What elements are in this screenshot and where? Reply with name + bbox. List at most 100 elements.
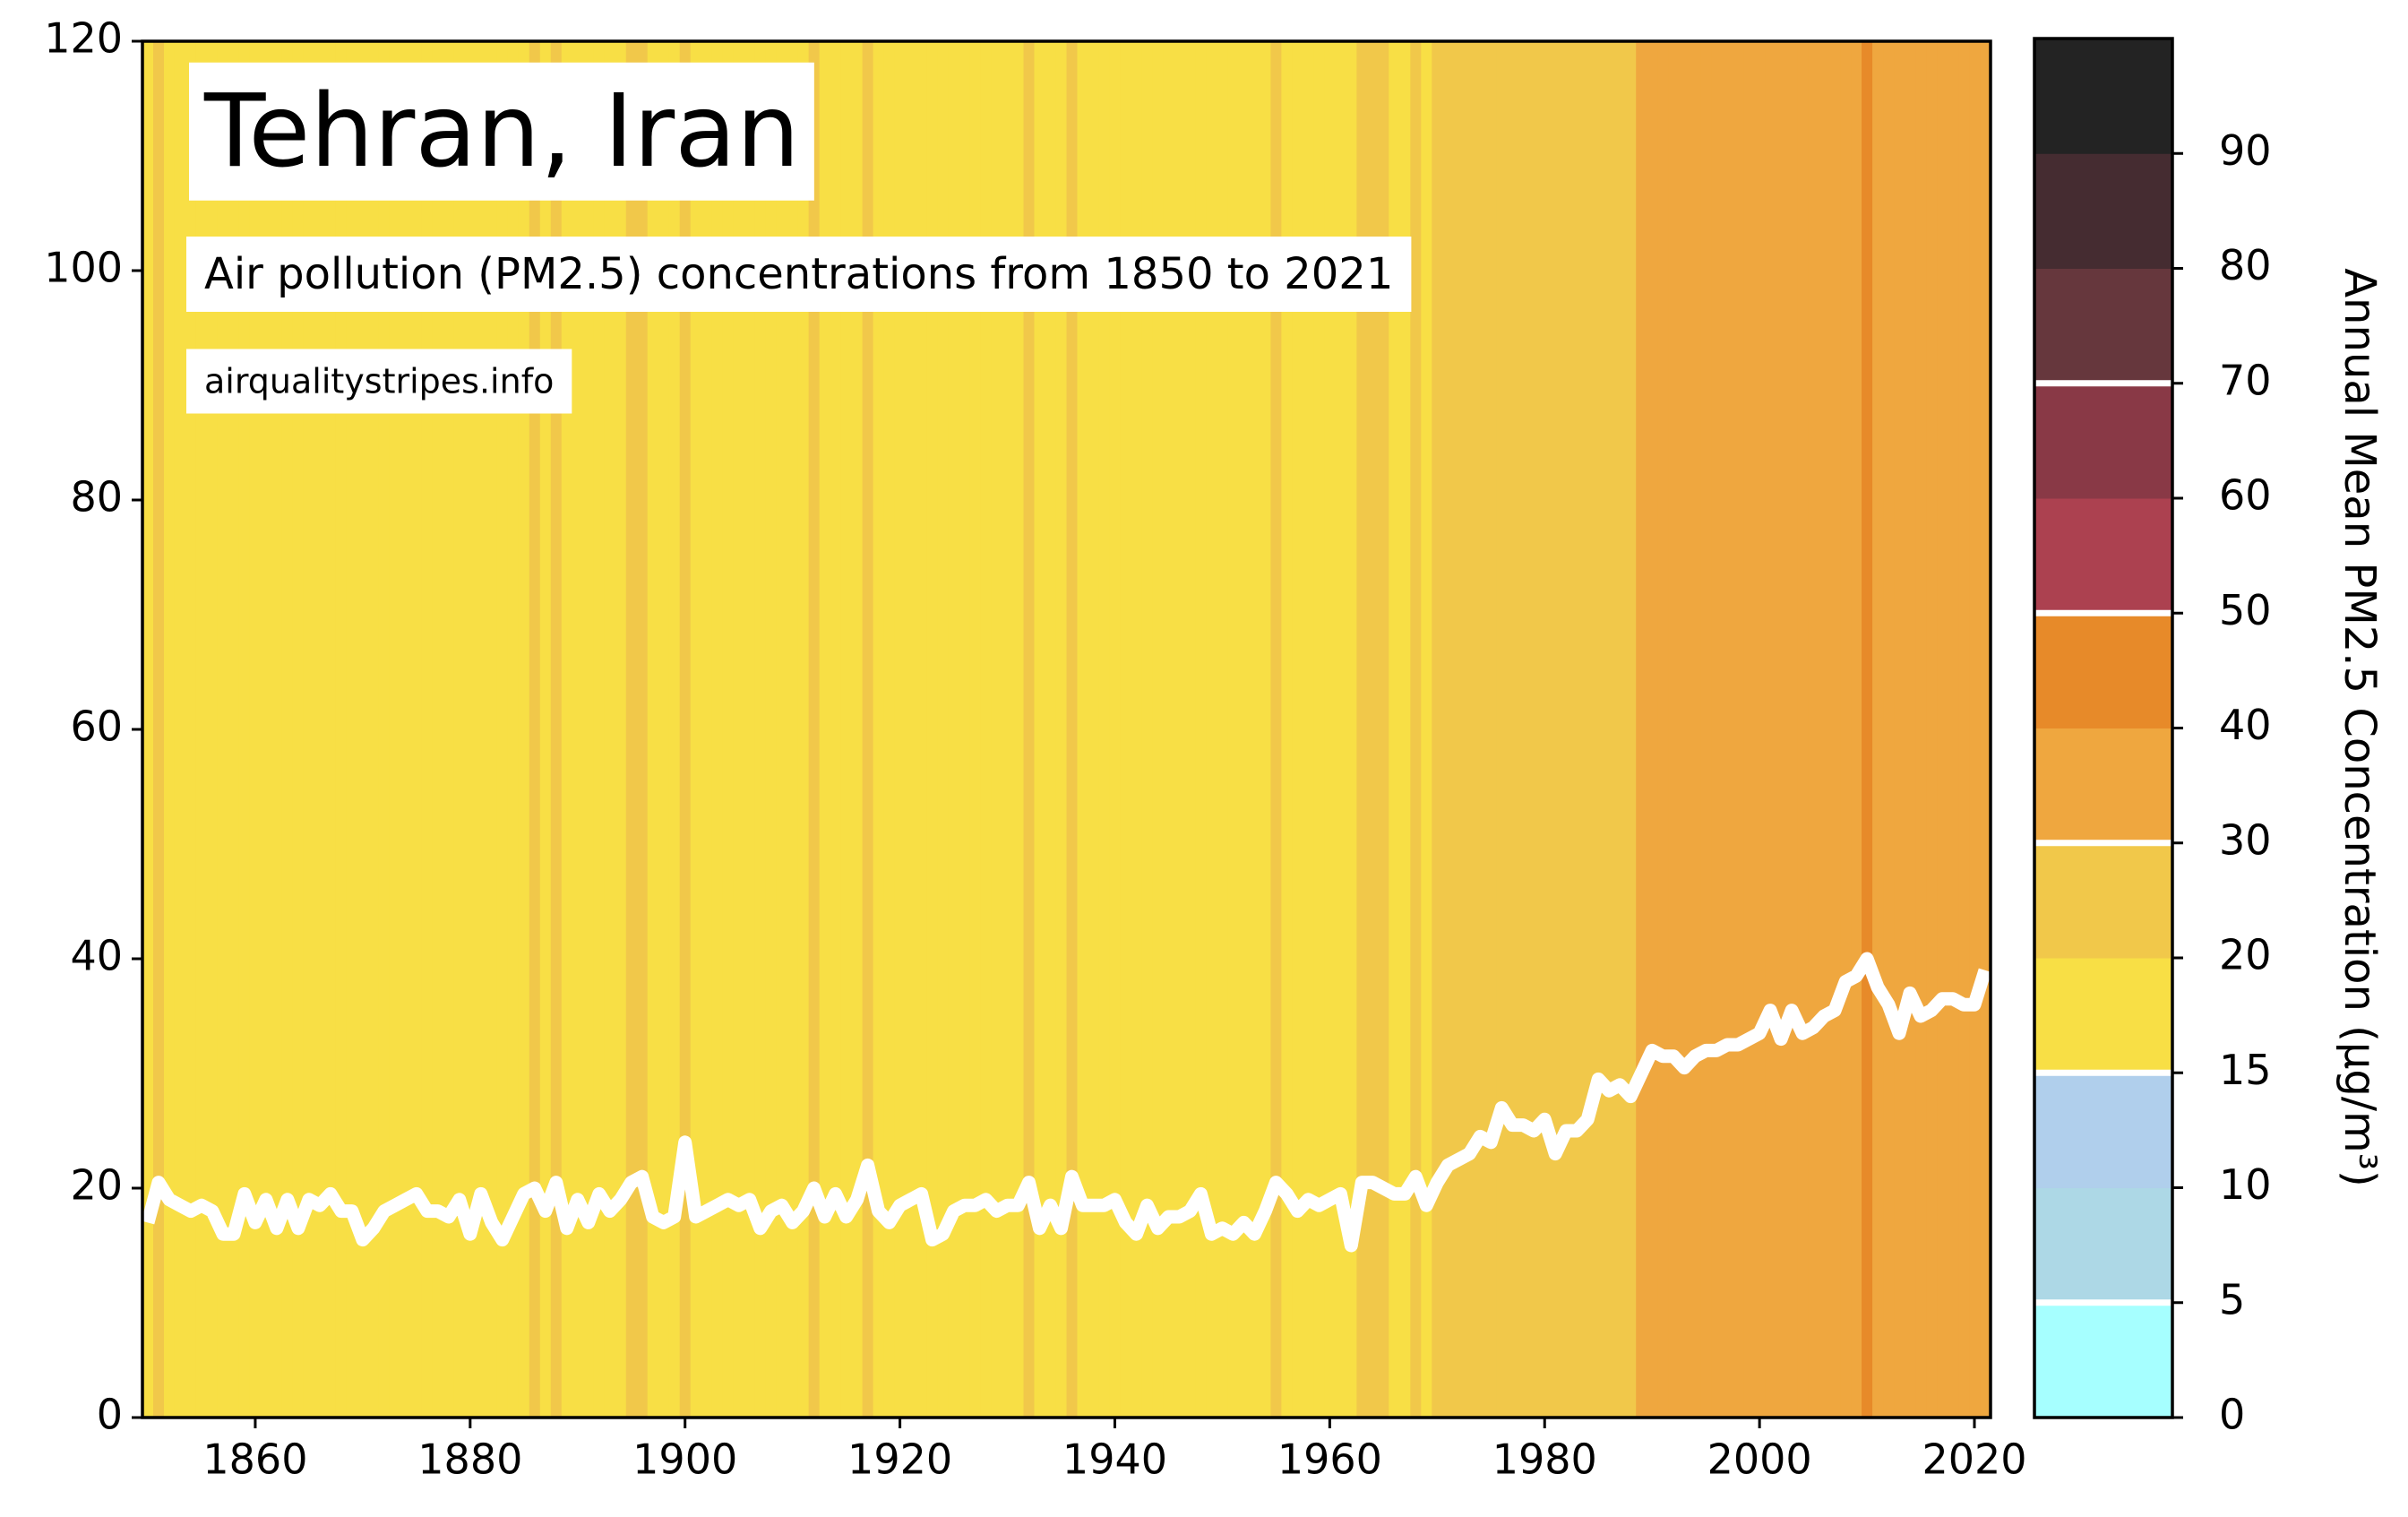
stripe (1862, 41, 1873, 1418)
stripe (1098, 41, 1111, 1418)
stripe (1636, 41, 1647, 1418)
stripe (1604, 41, 1615, 1418)
stripe (1174, 41, 1186, 1418)
stripe (1324, 41, 1336, 1418)
stripe (1410, 41, 1422, 1418)
stripe (615, 41, 627, 1418)
stripe (658, 41, 670, 1418)
stripe (1012, 41, 1025, 1418)
stripe (1260, 41, 1271, 1418)
stripe (1625, 41, 1637, 1418)
stripe (1120, 41, 1132, 1418)
stripe (1389, 41, 1400, 1418)
x-tick-label: 1900 (632, 1435, 737, 1484)
colorbar-tick-label: 90 (2219, 126, 2272, 175)
stripe (1808, 41, 1819, 1418)
colorbar-segment (2034, 728, 2172, 844)
stripe (862, 41, 874, 1418)
stripe (733, 41, 745, 1418)
stripe (754, 41, 767, 1418)
colorbar-segment (2034, 268, 2172, 384)
colorbar-segment (2034, 153, 2172, 269)
stripe (174, 41, 186, 1418)
chart-subtitle: Air pollution (PM2.5) concentrations fro… (204, 249, 1393, 299)
stripe (883, 41, 896, 1418)
stripe (1668, 41, 1680, 1418)
stripe (894, 41, 907, 1418)
stripe (1034, 41, 1046, 1418)
x-tick-label: 2020 (1922, 1435, 2026, 1484)
stripe (1077, 41, 1089, 1418)
colorbar-tick-label: 80 (2219, 241, 2272, 289)
stripe (1023, 41, 1036, 1418)
stripe (1722, 41, 1733, 1418)
stripe (1872, 41, 1884, 1418)
stripe (1238, 41, 1251, 1418)
stripe (1819, 41, 1830, 1418)
stripe (1002, 41, 1014, 1418)
stripe (1582, 41, 1594, 1418)
stripe (1593, 41, 1604, 1418)
y-tick-label: 40 (70, 932, 123, 980)
stripe (1700, 41, 1712, 1418)
stripe (1066, 41, 1079, 1418)
stripe (1711, 41, 1723, 1418)
stripe (1980, 41, 1991, 1418)
stripe (1657, 41, 1669, 1418)
stripe (1496, 41, 1508, 1418)
stripe (1926, 41, 1938, 1418)
stripe (142, 41, 154, 1418)
stripe (905, 41, 917, 1418)
x-tick-label: 1940 (1062, 1435, 1167, 1484)
stripe (1313, 41, 1325, 1418)
stripe (582, 41, 595, 1418)
stripe (808, 41, 821, 1418)
stripe (819, 41, 831, 1418)
stripe (948, 41, 960, 1418)
stripe (1539, 41, 1551, 1418)
stripe (1227, 41, 1240, 1418)
pm25-line (141, 952, 1992, 1253)
stripe (851, 41, 864, 1418)
stripe (969, 41, 982, 1418)
stripe (1485, 41, 1497, 1418)
colorbar-tick-label: 70 (2219, 356, 2272, 404)
colorbar-tick-label: 50 (2219, 586, 2272, 634)
stripe (1195, 41, 1208, 1418)
stripe (163, 41, 176, 1418)
stripe (701, 41, 713, 1418)
stripe (1399, 41, 1411, 1418)
stripe (980, 41, 993, 1418)
stripe (1131, 41, 1143, 1418)
stripe (1109, 41, 1122, 1418)
annotation-boxes (186, 62, 1412, 414)
stripe (647, 41, 659, 1418)
y-tick-label: 0 (97, 1391, 123, 1439)
stripe (926, 41, 939, 1418)
x-tick-label: 1960 (1277, 1435, 1382, 1484)
stripe (1797, 41, 1809, 1418)
stripe (1432, 41, 1443, 1418)
stripe (690, 41, 702, 1418)
stripe (1141, 41, 1154, 1418)
stripe (787, 41, 799, 1418)
stripe (1571, 41, 1583, 1418)
stripe (722, 41, 735, 1418)
annotation-box (189, 62, 814, 201)
stripe (604, 41, 616, 1418)
colorbar-segment (2034, 39, 2172, 154)
stripe (1905, 41, 1916, 1418)
stripe (1647, 41, 1658, 1418)
stripe (1475, 41, 1486, 1418)
stripe (830, 41, 842, 1418)
stripe (1915, 41, 1927, 1418)
colorbar-frame (2033, 37, 2174, 1419)
colorbar-tick-label: 5 (2219, 1275, 2245, 1323)
x-tick-label: 1860 (202, 1435, 307, 1484)
colorbar-segment (2034, 498, 2172, 614)
stripe (873, 41, 885, 1418)
x-tick-label: 1880 (417, 1435, 522, 1484)
stripe (1206, 41, 1218, 1418)
colorbar-segment (2034, 1073, 2172, 1188)
